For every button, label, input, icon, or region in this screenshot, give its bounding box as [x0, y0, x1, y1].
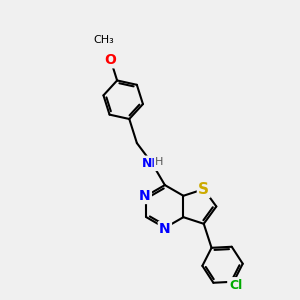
Text: O: O	[105, 53, 117, 67]
Text: Cl: Cl	[229, 278, 243, 292]
Text: S: S	[198, 182, 209, 197]
Text: H: H	[154, 157, 163, 167]
Text: CH₃: CH₃	[94, 34, 115, 45]
Text: N: N	[159, 222, 171, 236]
Text: Cl: Cl	[230, 279, 243, 292]
Text: N: N	[139, 189, 151, 203]
Text: NH: NH	[142, 157, 162, 170]
